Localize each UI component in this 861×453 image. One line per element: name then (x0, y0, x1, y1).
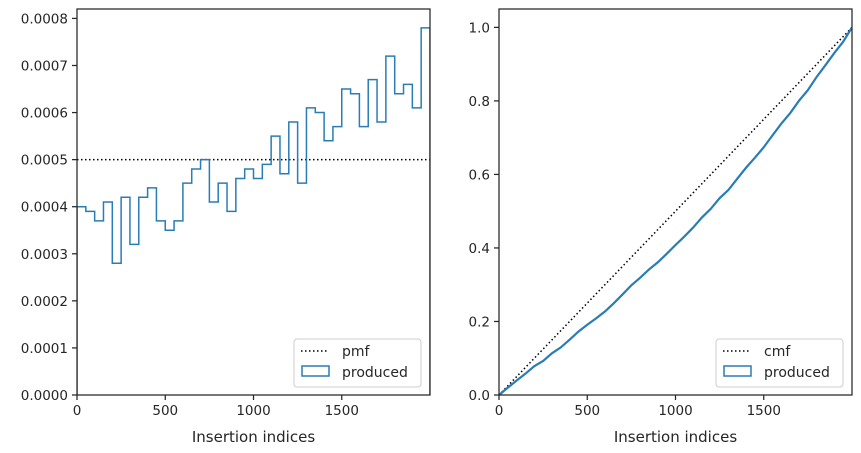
pmf-y-tick-label: 0.0000 (21, 388, 68, 404)
cmf-legend-cmf-label: cmf (764, 344, 791, 360)
pmf-x-tick-label: 1500 (325, 403, 359, 419)
cmf-panel: 0 500 1000 1500 0.0 0.2 0.4 0.6 0.8 1.0 Insertion… (469, 8, 853, 446)
cmf-y-tick-label: 0.6 (469, 167, 490, 183)
cmf-legend: cmf produced (715, 338, 844, 388)
pmf-legend-pmf-label: pmf (342, 344, 371, 360)
cmf-series-cmf-line (499, 26, 852, 395)
cmf-y-tick-label: 0.0 (469, 388, 490, 404)
cmf-y-tick-label: 0.4 (469, 241, 490, 257)
pmf-y-tick-label: 0.0007 (21, 58, 68, 74)
pmf-legend-produced-swatch (301, 365, 330, 377)
cmf-x-tick-label: 0 (495, 403, 504, 419)
pmf-y-tick-label: 0.0006 (21, 106, 68, 122)
pmf-legend-produced-label: produced (342, 365, 408, 381)
cmf-x-tick-label: 1000 (658, 403, 692, 419)
pmf-axes-frame (76, 8, 431, 396)
cmf-x-tick-label: 500 (574, 403, 600, 419)
pmf-y-tick-label: 0.0002 (21, 294, 68, 310)
pmf-x-tick-label: 500 (152, 403, 178, 419)
pmf-y-tick-label: 0.0005 (21, 153, 68, 169)
cmf-x-axis-label: Insertion indices (614, 428, 737, 446)
pmf-legend: pmf produced (293, 338, 422, 388)
pmf-series-produced-line (77, 27, 430, 395)
pmf-x-tick-label: 0 (73, 403, 82, 419)
pmf-y-tick-label: 0.0008 (21, 11, 68, 27)
cmf-y-tick-label: 0.8 (469, 94, 490, 110)
pmf-x-axis-label: Insertion indices (192, 428, 315, 446)
pmf-x-tick-label: 1000 (236, 403, 270, 419)
pmf-panel: 0 500 1000 1500 0.0000 0.0001 0.0002 0.0003 0.00… (21, 8, 431, 446)
pmf-y-tick-label: 0.0003 (21, 247, 68, 263)
pmf-y-tick-label: 0.0001 (21, 341, 68, 357)
cmf-series-produced-line (499, 26, 852, 395)
cmf-legend-produced-label: produced (764, 365, 830, 381)
cmf-x-tick-label: 1500 (747, 403, 781, 419)
cmf-y-tick-label: 0.2 (469, 314, 490, 330)
cmf-y-tick-label: 1.0 (469, 20, 490, 36)
pmf-y-tick-label: 0.0004 (21, 200, 68, 216)
cmf-axes-frame (498, 8, 853, 396)
cmf-legend-produced-swatch (723, 365, 752, 377)
